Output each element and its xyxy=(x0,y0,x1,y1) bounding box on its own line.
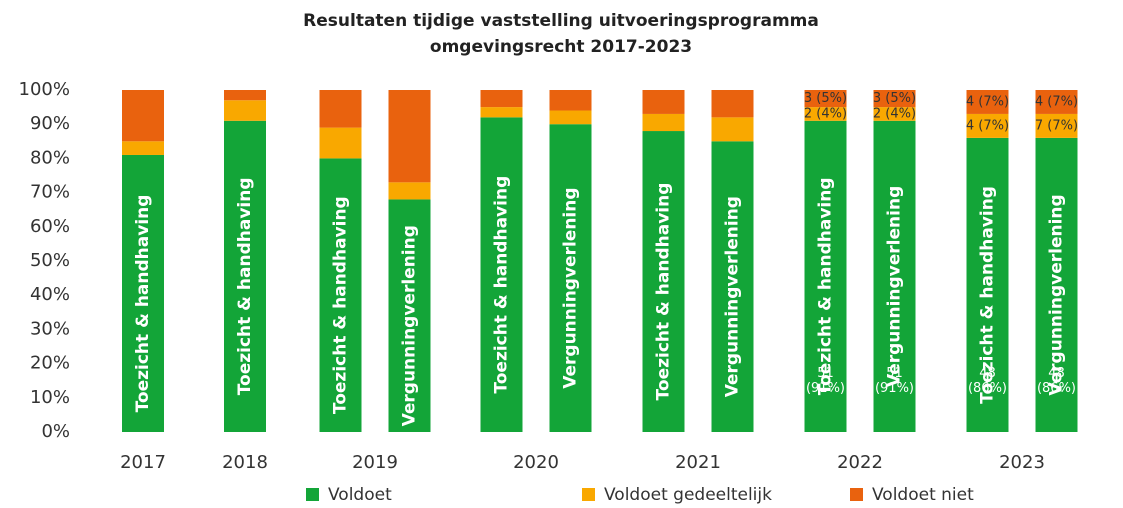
x-tick-label: 2018 xyxy=(222,452,268,473)
y-tick-label: 60% xyxy=(30,216,70,237)
category-label: Toezicht & handhaving xyxy=(654,183,674,401)
y-tick-label: 40% xyxy=(30,284,70,305)
value-label-box: 51 (91%) xyxy=(805,366,846,396)
value-label-box: 48 (86%) xyxy=(1036,366,1077,396)
value-label-box: 48 (86%) xyxy=(967,366,1008,396)
legend-label: Voldoet niet xyxy=(872,485,974,505)
category-label: Vergunningverlening xyxy=(561,187,581,388)
bar-segment xyxy=(966,90,1009,114)
bar-segment xyxy=(122,141,164,155)
bar-segment xyxy=(873,107,916,121)
value-label: 3 (5%) xyxy=(873,91,916,106)
bar-segment xyxy=(388,90,431,183)
value-label: 3 (5%) xyxy=(804,91,847,106)
y-tick-label: 0% xyxy=(41,421,70,442)
bar-segment xyxy=(873,90,916,108)
bar-segment xyxy=(804,107,847,121)
category-label: Toezicht & handhaving xyxy=(978,186,998,404)
bar-segment xyxy=(711,90,754,118)
y-tick-label: 70% xyxy=(30,182,70,203)
y-tick-label: 100% xyxy=(19,79,70,100)
bar-segment xyxy=(319,90,362,128)
bar-segment xyxy=(642,90,685,114)
bar-segment xyxy=(388,182,431,200)
x-tick-label: 2019 xyxy=(352,452,398,473)
bar-segment xyxy=(711,141,754,433)
bar-segment xyxy=(480,107,523,118)
bar-segment xyxy=(224,90,266,101)
y-tick-label: 10% xyxy=(30,387,70,408)
x-tick-label: 2017 xyxy=(120,452,166,473)
category-label: Toezicht & handhaving xyxy=(235,177,255,395)
bar-segment xyxy=(388,199,431,432)
legend-label: Voldoet xyxy=(328,485,392,505)
category-label: Vergunningverlening xyxy=(723,196,743,397)
bar-segment xyxy=(642,113,685,132)
category-label: Vergunningverlening xyxy=(885,186,905,387)
legend-swatch xyxy=(306,488,319,501)
bar-segment xyxy=(1035,113,1078,138)
bar-segment xyxy=(711,117,754,142)
category-label: Vergunningverlening xyxy=(1047,194,1067,395)
value-label: 4 (7%) xyxy=(966,118,1009,133)
category-label: Vergunningverlening xyxy=(400,225,420,426)
bar-segment xyxy=(319,127,362,159)
bar-segment xyxy=(804,90,847,108)
y-tick-label: 20% xyxy=(30,353,70,374)
x-tick-label: 2021 xyxy=(675,452,721,473)
bar-segment xyxy=(319,158,362,432)
value-label: 51 (91%) xyxy=(874,366,915,396)
category-label: Toezicht & handhaving xyxy=(331,196,351,414)
y-tick-label: 80% xyxy=(30,147,70,168)
chart-title: Resultaten tijdige vaststelling uitvoeri… xyxy=(303,11,819,57)
value-label: 4 (7%) xyxy=(966,94,1009,109)
bar-segment xyxy=(122,90,164,142)
bar-segment xyxy=(480,117,523,433)
bar-segment xyxy=(480,90,523,108)
bar-segment xyxy=(224,120,266,432)
value-label: 48 (86%) xyxy=(967,366,1008,396)
bar-segment xyxy=(122,154,164,433)
value-label: 7 (7%) xyxy=(1035,118,1078,133)
bar-segment xyxy=(642,131,685,433)
bar-segment xyxy=(873,120,916,432)
legend-swatch xyxy=(850,488,863,501)
value-label: 4 (7%) xyxy=(1035,94,1078,109)
value-label-box: 51 (91%) xyxy=(874,366,915,396)
legend-label: Voldoet gedeeltelijk xyxy=(604,485,772,505)
bar-segment xyxy=(1035,90,1078,114)
bar-segment xyxy=(549,124,592,432)
y-tick-label: 30% xyxy=(30,318,70,339)
category-label: Toezicht & handhaving xyxy=(816,177,836,395)
value-label: 51 (91%) xyxy=(805,366,846,396)
x-tick-label: 2020 xyxy=(513,452,559,473)
y-tick-label: 90% xyxy=(30,113,70,134)
bar-segment xyxy=(549,110,592,125)
category-label: Toezicht & handhaving xyxy=(492,176,512,394)
y-tick-label: 50% xyxy=(30,250,70,271)
bar-segment xyxy=(224,100,266,121)
bar-segment xyxy=(1035,137,1078,432)
bar-segment xyxy=(966,113,1009,138)
bar-segment xyxy=(804,120,847,432)
bar-segment xyxy=(549,90,592,111)
x-tick-label: 2022 xyxy=(837,452,883,473)
value-label: 2 (4%) xyxy=(873,106,916,121)
value-label: 48 (86%) xyxy=(1036,366,1077,396)
value-label: 2 (4%) xyxy=(804,106,847,121)
x-tick-label: 2023 xyxy=(999,452,1045,473)
legend-swatch xyxy=(582,488,595,501)
category-label: Toezicht & handhaving xyxy=(133,195,153,413)
bar-segment xyxy=(966,137,1009,432)
